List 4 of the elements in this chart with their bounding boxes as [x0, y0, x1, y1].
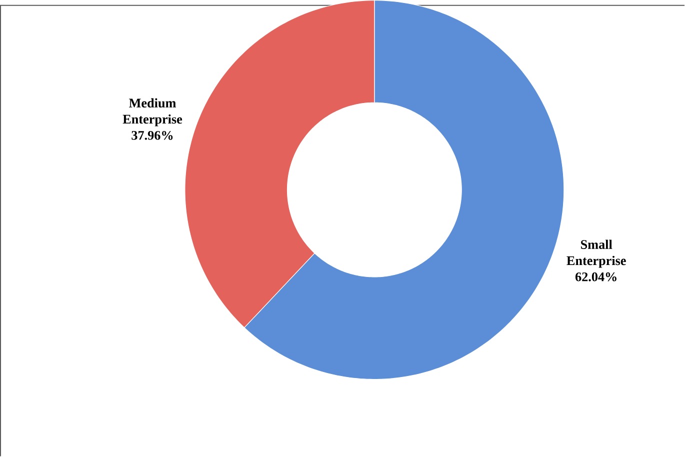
data-label: 37.96%: [132, 131, 173, 140]
slice-label: Medium Enterprise: [122, 98, 182, 126]
slice-label: Small Enterprise: [566, 240, 626, 268]
data-label: 62.04%: [575, 272, 616, 282]
